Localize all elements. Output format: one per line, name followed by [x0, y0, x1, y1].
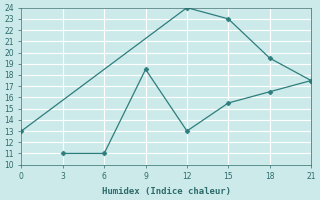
- X-axis label: Humidex (Indice chaleur): Humidex (Indice chaleur): [102, 187, 231, 196]
